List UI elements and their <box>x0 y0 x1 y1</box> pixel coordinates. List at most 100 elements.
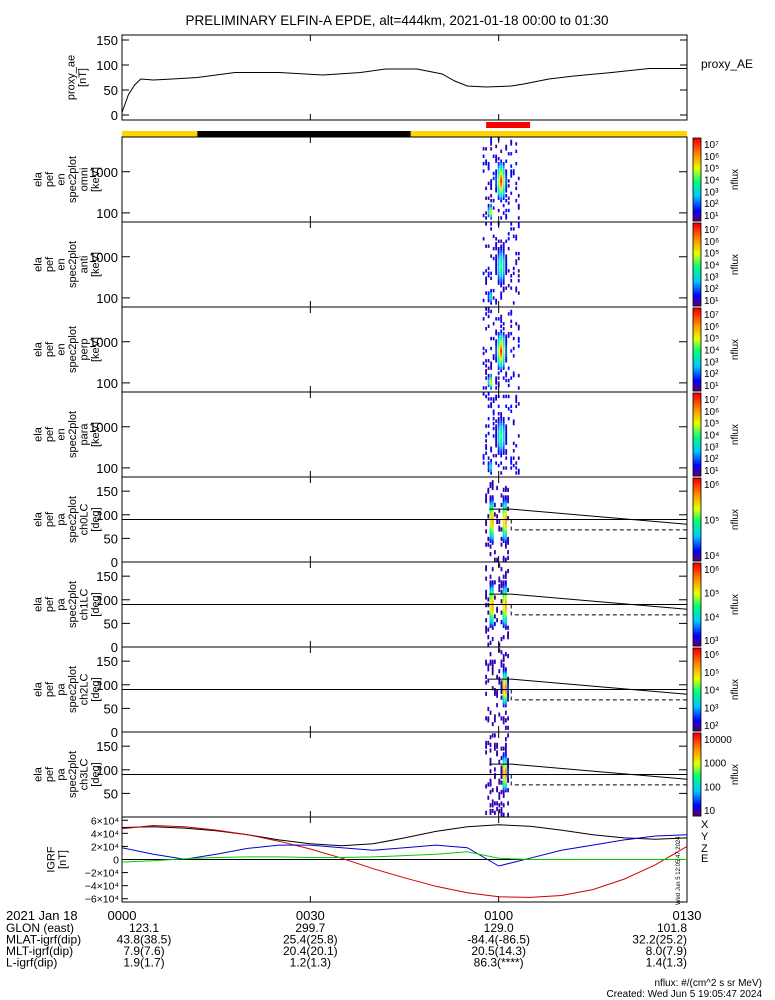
colorbar-segment <box>693 542 701 545</box>
colorbar-segment <box>693 643 701 647</box>
spectrogram-cell <box>505 436 508 441</box>
spectrogram-cell <box>504 544 507 549</box>
spectrogram-cell <box>487 373 490 378</box>
spectrogram-cell <box>497 463 500 468</box>
spectrogram-cell <box>498 759 501 764</box>
spectrogram-cell <box>487 208 490 213</box>
spectrogram-cell <box>502 191 505 195</box>
proxy-ae-ytick-label: 150 <box>96 33 118 48</box>
spectrogram-cell <box>498 642 501 647</box>
colorbar-segment <box>693 585 701 589</box>
spectrogram-cell <box>507 366 510 370</box>
colorbar-segment <box>693 581 701 585</box>
spectrogram-cell <box>504 557 507 562</box>
spectrogram-cell <box>482 237 485 241</box>
colorbar-segment <box>693 610 701 614</box>
spectrogram-cell <box>487 181 490 186</box>
spectrogram-cell <box>490 336 493 341</box>
ephemeris-value: 43.8(38.5) <box>117 933 172 947</box>
spectrogram-cell <box>500 610 503 615</box>
colorbar-segment <box>693 432 701 435</box>
spectrogram-cell <box>500 314 503 319</box>
colorbar-segment <box>693 716 701 720</box>
spectrogram-cell <box>507 269 510 273</box>
spectrogram-cell <box>497 157 500 161</box>
spectrogram-cell <box>497 174 500 178</box>
ylabel-line: ela <box>32 256 44 272</box>
spectrogram-cell <box>495 434 498 438</box>
colorbar-segment <box>693 594 701 597</box>
colorbar-segment <box>693 674 701 678</box>
colorbar-segment <box>693 556 701 560</box>
spectrogram-cell <box>500 291 503 295</box>
colorbar-segment <box>693 424 701 427</box>
igrf-ytick-label: 0 <box>113 855 119 867</box>
spectrogram-cell <box>500 274 503 278</box>
spectrogram-cell <box>502 331 505 336</box>
spectrogram-cell <box>505 426 508 431</box>
spectrogram-cell <box>498 648 501 653</box>
spectrogram-cell <box>517 434 520 438</box>
colorbar-segment <box>693 343 701 346</box>
spectrogram-cell <box>497 451 500 455</box>
spectrogram-cell <box>502 164 505 168</box>
igrf-legend-Z: Z <box>701 843 708 855</box>
spectrogram-cell <box>495 429 498 433</box>
spectrogram-cell <box>497 334 500 338</box>
spectrogram-cell <box>510 286 513 290</box>
spectrogram-cell <box>500 765 503 770</box>
spectrogram-cell <box>482 317 485 321</box>
ylabel-line: [keV] <box>90 422 102 447</box>
colorbar-segment <box>693 604 701 608</box>
spectrogram-cell <box>485 576 488 581</box>
spectrogram-cell <box>500 471 503 475</box>
proxy-ae-frame <box>121 34 688 121</box>
spectrogram-cell <box>502 555 505 560</box>
spectrogram-cell <box>504 742 507 747</box>
spectrogram-cell <box>502 242 505 246</box>
spectrogram-cell <box>487 795 490 800</box>
spectrogram-cell <box>490 376 493 380</box>
colorbar-segment <box>693 138 701 141</box>
spectrogram-cell <box>517 216 520 220</box>
igrf-legend-E: E <box>701 853 708 865</box>
colorbar-segment <box>693 140 701 143</box>
spectrogram-cell <box>505 216 508 220</box>
colorbar-segment <box>693 434 701 438</box>
ylabel-line: spec2plot <box>67 241 79 288</box>
colorbar-tick-label: 10⁶ <box>704 322 719 333</box>
spectrogram-cell <box>502 376 505 380</box>
colorbar-segment <box>693 364 701 367</box>
spectrogram-cell <box>492 198 495 203</box>
igrf-ytick-label: −6×10⁴ <box>85 894 119 906</box>
colorbar-segment <box>693 529 701 533</box>
colorbar-segment <box>693 616 701 620</box>
colorbar-tick-label: 10⁶ <box>704 152 719 163</box>
spectrogram-cell <box>500 567 503 572</box>
spectrogram-cell <box>497 281 500 285</box>
colorbar-tick-label: 10⁶ <box>704 565 719 576</box>
spectrogram-cell <box>498 525 501 530</box>
spectrogram-cell <box>497 176 500 181</box>
spectrogram-cell <box>512 441 515 446</box>
spectrogram-cell <box>487 706 490 712</box>
spectrogram-cell <box>500 780 503 785</box>
colorbar-segment <box>693 405 701 409</box>
colorbar-segment <box>693 216 701 220</box>
spectrogram-cell <box>502 249 505 253</box>
colorbar-frame <box>692 562 702 647</box>
colorbar-segment <box>693 774 701 778</box>
colorbar-segment <box>693 301 701 305</box>
spectrogram-cell <box>496 806 498 812</box>
colorbar-segment <box>693 397 701 400</box>
spectrogram-cell <box>496 801 498 806</box>
spectrogram-cell <box>495 159 498 163</box>
spectrogram-cell <box>517 176 520 181</box>
colorbar-tick-label: 10³ <box>704 272 719 283</box>
colorbar-segment <box>693 614 701 618</box>
spectrogram-cell <box>492 246 495 251</box>
spectrogram-cell <box>497 194 500 198</box>
spectrogram-cell <box>482 213 485 218</box>
y-tick-label: 150 <box>96 569 118 584</box>
spectrogram-cell <box>494 718 496 723</box>
